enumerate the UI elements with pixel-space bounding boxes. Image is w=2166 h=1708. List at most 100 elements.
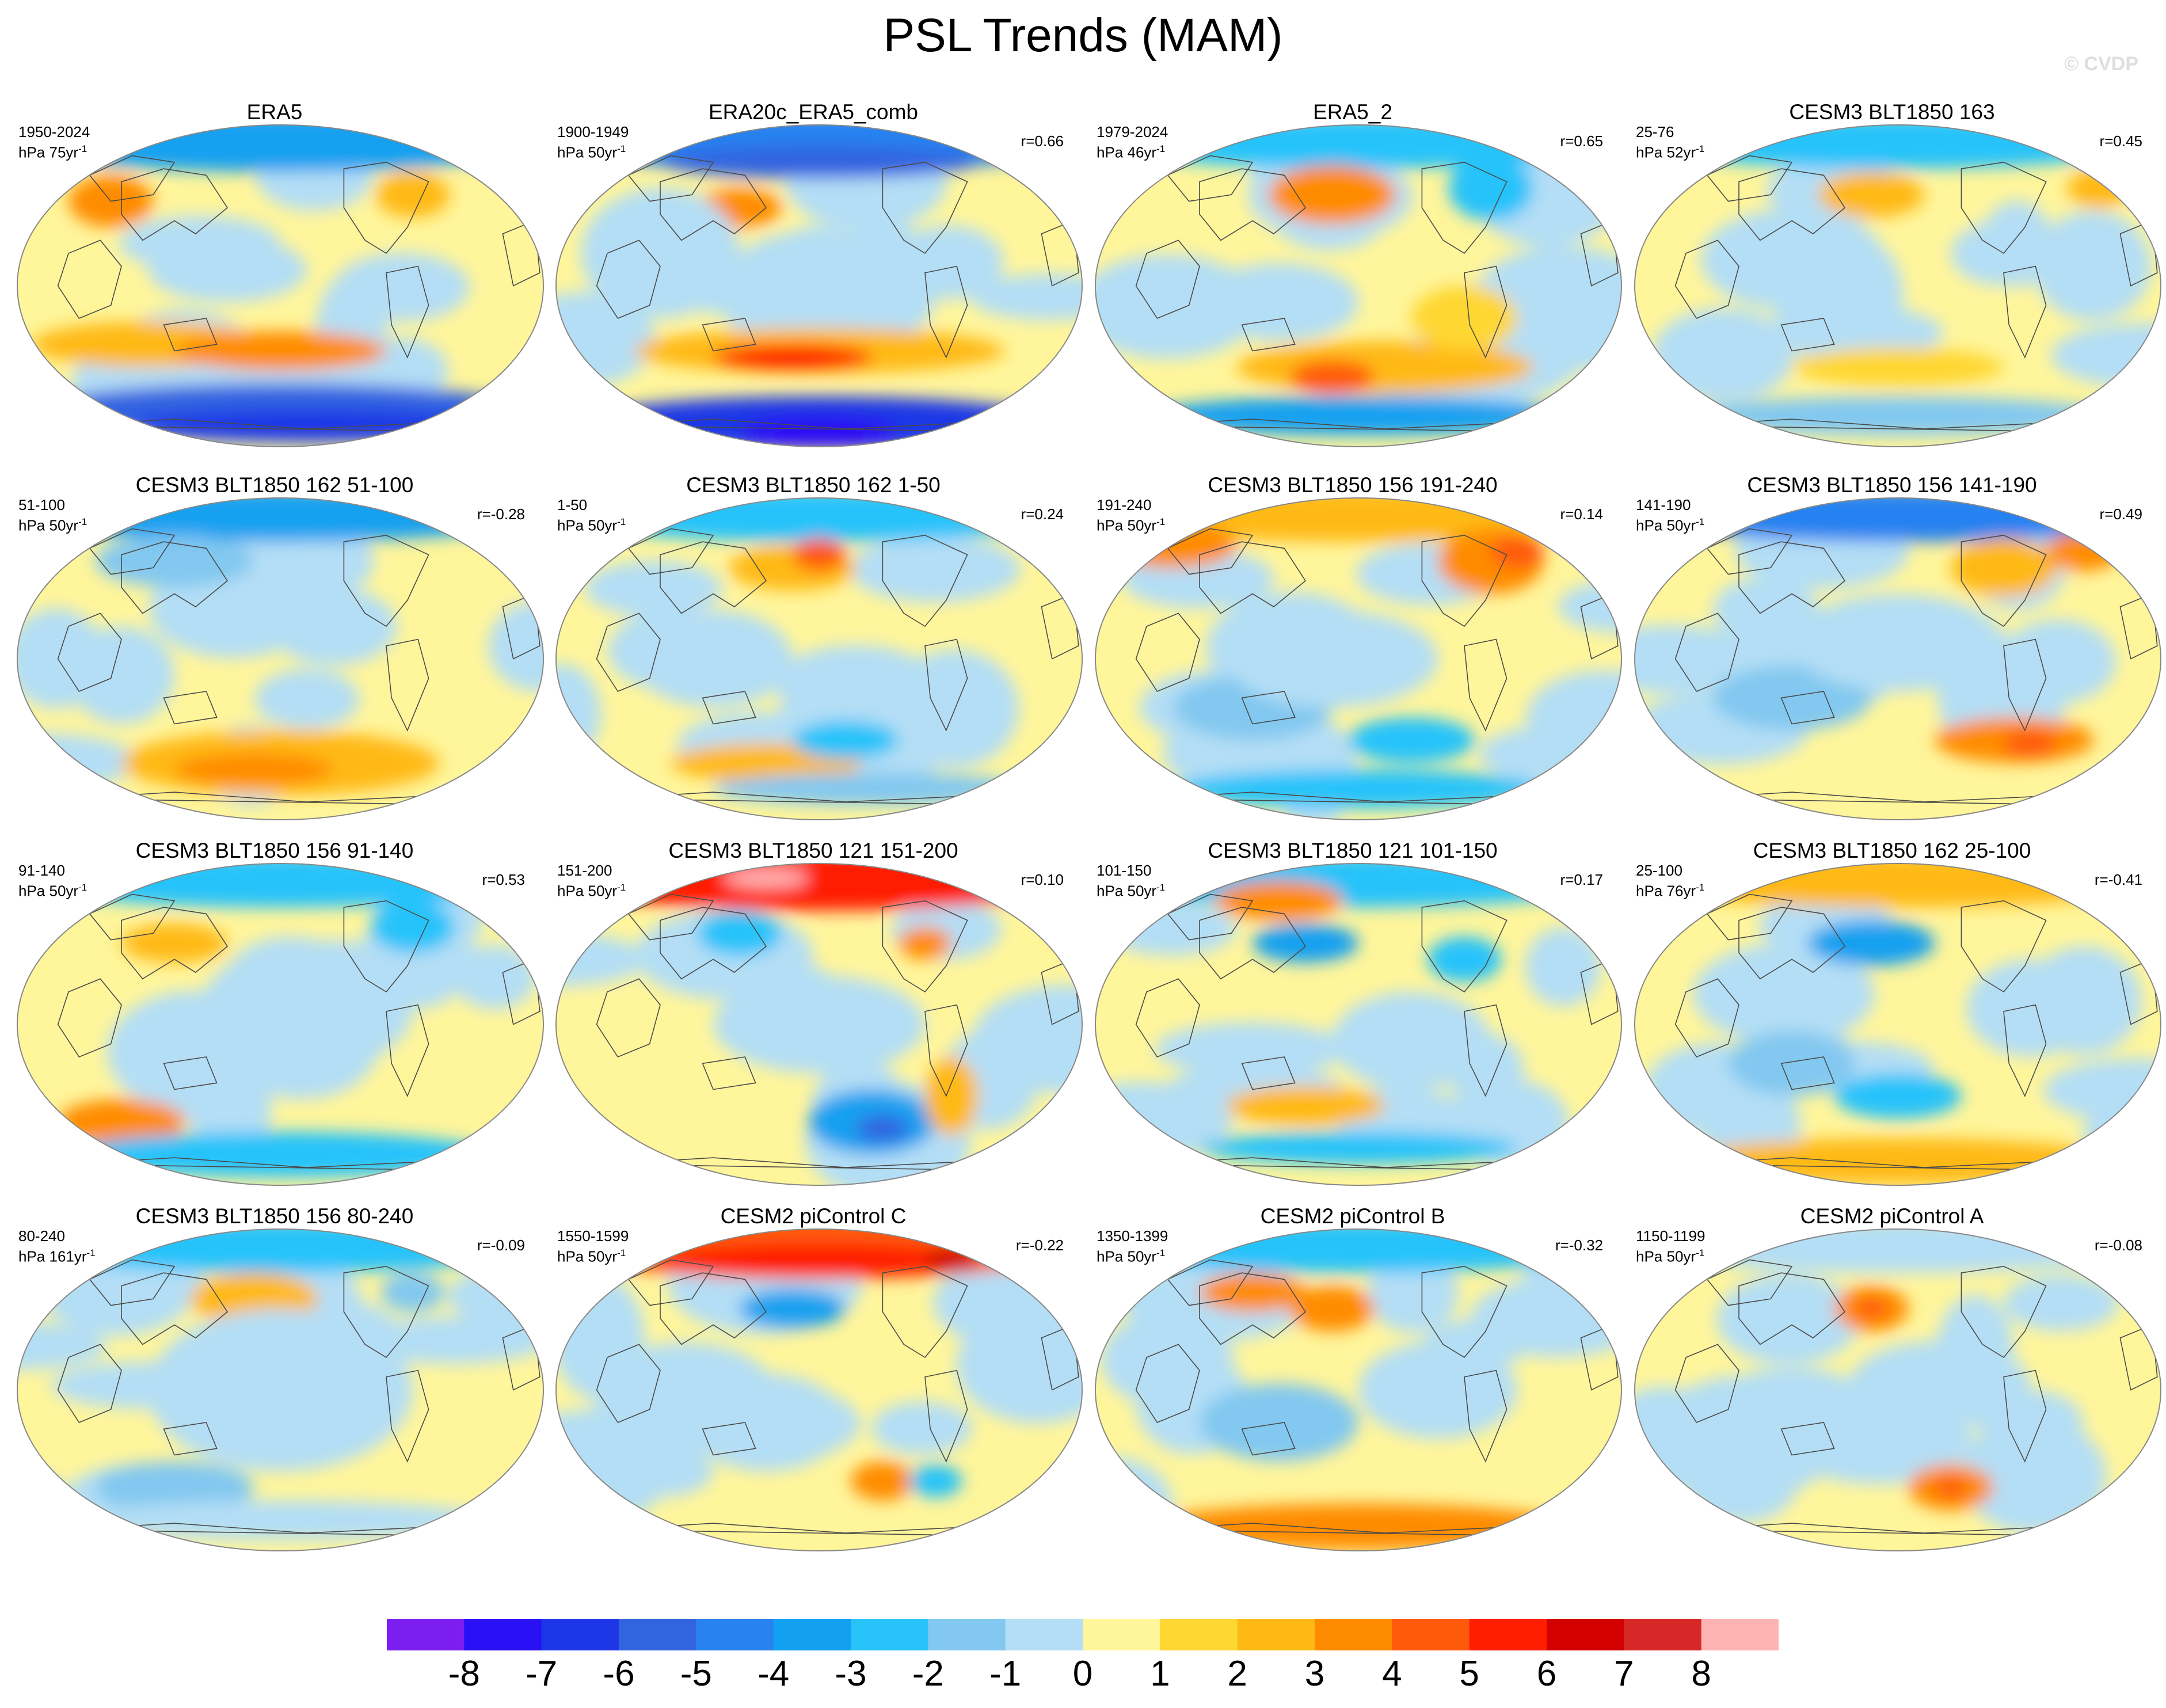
map-panel: CESM3 BLT1850 162 25-100 25-100 hPa 76yr-1… <box>1624 838 2161 1206</box>
anomaly-patch <box>565 863 1074 911</box>
anomaly-patch <box>95 535 254 588</box>
anomaly-patch <box>634 610 793 708</box>
anomaly-patch <box>26 1229 535 1273</box>
colorbar-labels: -8 -7 -6 -5 -4 -3 -2 -1 0 1 2 3 4 5 6 7 8 <box>0 1651 2166 1703</box>
panel-title: CESM3 BLT1850 156 91-140 <box>135 839 414 862</box>
anomaly-patch <box>969 273 1082 320</box>
robinson-map <box>17 124 544 447</box>
panel-title: ERA20c_ERA5_comb <box>708 100 919 124</box>
map-panel: CESM2 piControl B 1350-1399 hPa 50yr-1 r=-0… <box>1085 1203 1622 1572</box>
anomaly-patch <box>849 536 1021 603</box>
anomaly-patch <box>660 146 978 179</box>
anomaly-patch <box>584 561 722 617</box>
globe-outline <box>1634 124 2161 447</box>
coastline <box>1135 978 1200 1057</box>
anomaly-patch <box>1855 1299 1887 1319</box>
globe-outline <box>1095 863 1622 1186</box>
coastline <box>163 1422 218 1456</box>
anomaly-patch <box>1448 155 1533 221</box>
anomaly-patch <box>1427 936 1502 983</box>
coastline <box>89 1259 176 1306</box>
robinson-map <box>17 863 544 1186</box>
coastline <box>89 155 176 202</box>
anomaly-patch <box>1200 1383 1358 1462</box>
coastline <box>2003 265 2047 359</box>
coastline <box>1738 168 1846 241</box>
panel-correlation: r=0.45 <box>2099 132 2142 150</box>
globe-outline <box>1095 1228 1622 1551</box>
anomaly-patch <box>1643 125 2152 169</box>
anomaly-patch <box>1643 498 2152 542</box>
globe-outline <box>555 124 1083 447</box>
robinson-map <box>1095 1228 1622 1551</box>
anomaly-patch <box>1792 594 2004 691</box>
map-panel: CESM2 piControl A 1150-1199 hPa 50yr-1 r=-0… <box>1624 1203 2161 1572</box>
anomaly-patch <box>740 1289 846 1329</box>
coastline <box>1199 168 1307 241</box>
robinson-map <box>555 1228 1083 1551</box>
anomaly-patch <box>68 1500 492 1540</box>
anomaly-patch <box>1105 901 1236 956</box>
panel-correlation: r=-0.22 <box>1015 1237 1064 1254</box>
coastline <box>882 1265 968 1359</box>
panel-period: 1150-1199 <box>1636 1227 1706 1245</box>
coastline <box>1961 534 2047 627</box>
coastline <box>1135 239 1200 319</box>
coastline <box>924 1004 968 1097</box>
coastline <box>1135 613 1200 692</box>
coastline <box>1464 265 1508 359</box>
colorbar <box>387 1619 1779 1650</box>
panel-title: CESM3 BLT1850 121 101-150 <box>1208 839 1498 862</box>
robinson-map <box>1095 124 1622 447</box>
map-panel: ERA20c_ERA5_comb 1900-1949 hPa 50yr-1 r=0.6… <box>546 99 1083 467</box>
colorbar-swatch <box>1547 1619 1624 1650</box>
anomaly-patch <box>269 587 397 665</box>
panel-title: CESM3 BLT1850 156 191-240 <box>1208 473 1498 497</box>
anomaly-patch <box>1104 125 1613 169</box>
colorbar-tick-label: 0 <box>1072 1654 1093 1694</box>
panel-units: hPa 50yr-1 <box>18 882 87 900</box>
coastline <box>882 161 968 254</box>
anomaly-patch <box>1635 1386 1726 1493</box>
coastline <box>1961 1265 2047 1359</box>
panel-title: ERA5 <box>246 100 303 124</box>
anomaly-patch <box>1289 1285 1375 1332</box>
colorbar-swatch <box>387 1619 465 1650</box>
coastline <box>882 534 968 627</box>
map-panel: ERA5_2 1979-2024 hPa 46yr-1 r=0.65 <box>1085 99 1622 467</box>
anomaly-patch <box>1716 1274 1860 1365</box>
coastline <box>1674 239 1739 319</box>
coastline <box>1167 893 1254 941</box>
panel-period: 151-200 <box>557 862 612 879</box>
coastline <box>1780 1422 1835 1456</box>
colorbar-tick-label: 1 <box>1150 1654 1170 1694</box>
panel-units: hPa 50yr-1 <box>1636 516 1705 534</box>
anomaly-patch <box>793 538 846 571</box>
anomaly-patch <box>1200 1131 1517 1165</box>
coastline <box>57 978 122 1057</box>
panel-correlation: r=-0.09 <box>477 1237 525 1254</box>
globe-outline <box>17 497 544 820</box>
map-panel: ERA5 1950-2024 hPa 75yr-1 <box>7 99 544 467</box>
anomaly-patch <box>827 219 940 341</box>
anomaly-patch <box>1154 1022 1347 1076</box>
panel-title: CESM2 piControl C <box>720 1204 907 1228</box>
map-panel: CESM2 piControl C 1550-1599 hPa 50yr-1 r=-0… <box>546 1203 1083 1572</box>
colorbar-swatch <box>1237 1619 1315 1650</box>
coastline <box>1241 1056 1296 1090</box>
coastline <box>121 1272 229 1345</box>
anomaly-patch <box>1935 1295 2015 1417</box>
panel-units: hPa 50yr-1 <box>1097 516 1166 534</box>
coastline <box>660 907 767 980</box>
coastline <box>1706 528 1793 575</box>
coastline <box>1241 691 1296 725</box>
robinson-map <box>555 497 1083 820</box>
colorbar-swatch <box>1083 1619 1160 1650</box>
colorbar-tick-label: -3 <box>835 1654 867 1694</box>
anomaly-patch <box>68 626 174 724</box>
robinson-map <box>17 1228 544 1551</box>
coastline <box>89 893 176 941</box>
anomaly-patch <box>254 669 360 729</box>
panel-correlation: r=0.14 <box>1560 505 1603 523</box>
coastline <box>1780 318 1835 352</box>
